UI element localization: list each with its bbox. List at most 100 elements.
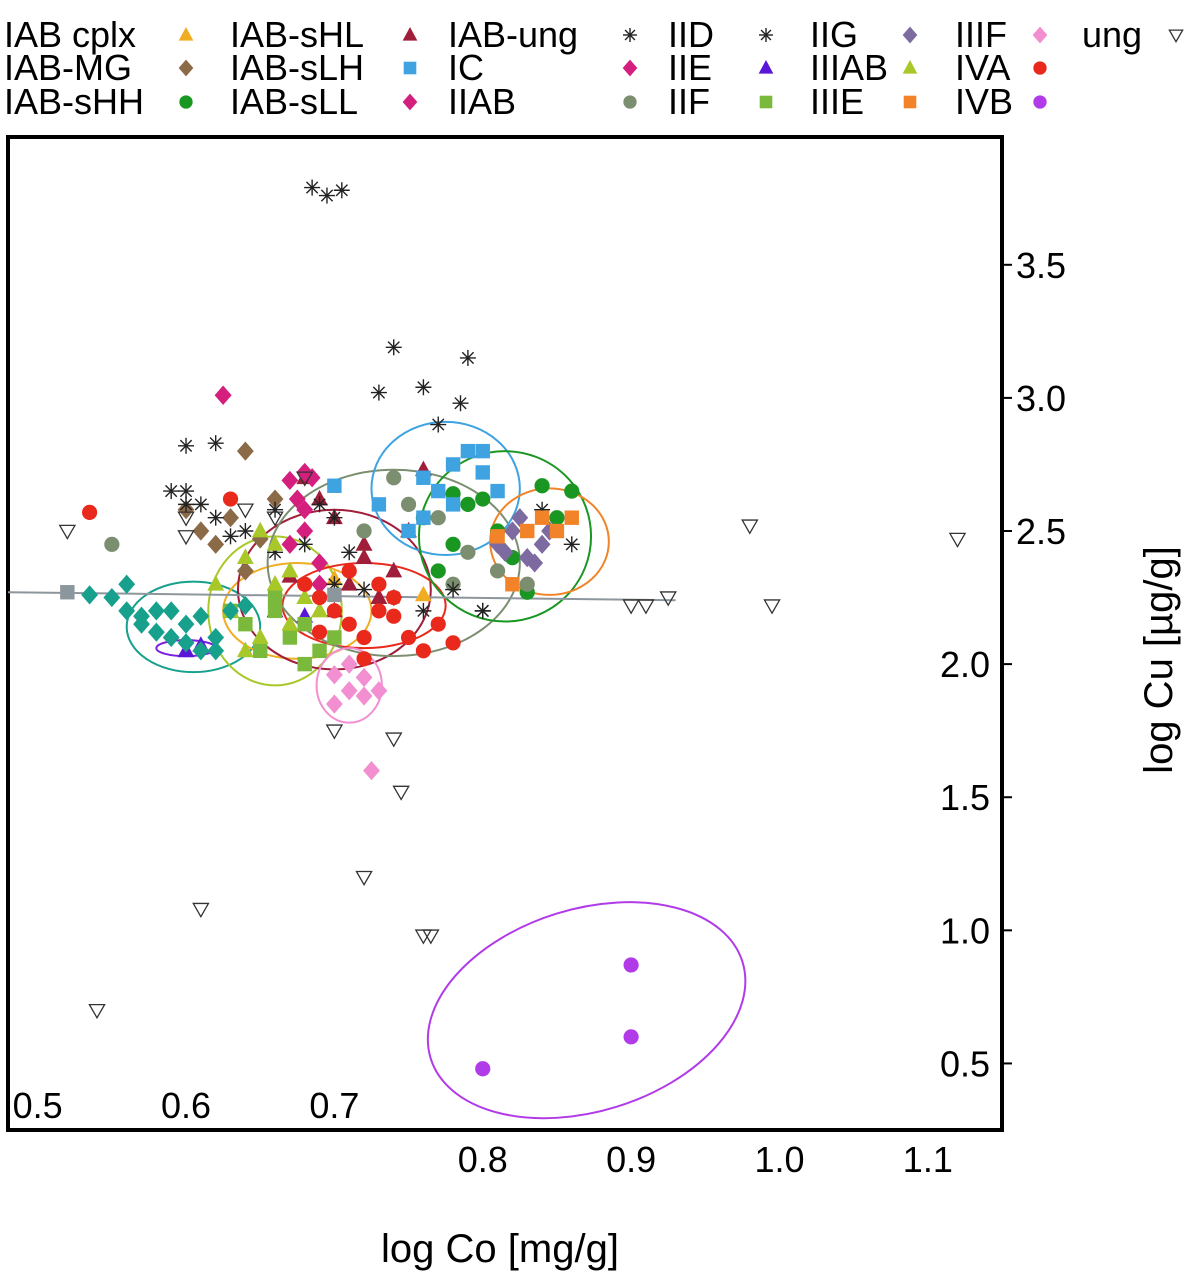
data-point: [415, 585, 432, 602]
data-points: [58, 179, 967, 1077]
data-point: [430, 563, 446, 579]
series-group: [214, 385, 314, 483]
data-point: [207, 575, 225, 591]
data-point: [392, 785, 410, 801]
legend-marker: [622, 59, 638, 77]
data-point: [355, 870, 373, 886]
data-point: [400, 496, 417, 512]
data-point: [251, 628, 269, 644]
legend-marker: [1168, 29, 1184, 43]
data-point: [296, 500, 314, 520]
legend-marker: [179, 95, 193, 109]
x-axis-ticks: 0.5 0.6 0.7 0.8 0.9 1.0 1.1: [13, 1085, 953, 1180]
data-point: [177, 633, 195, 653]
data-point: [295, 471, 314, 487]
confidence-ellipse: [417, 450, 593, 623]
data-point: [534, 478, 550, 494]
legend-marker: [902, 26, 918, 44]
data-point: [311, 624, 328, 640]
data-point: [386, 608, 402, 624]
data-point: [177, 614, 195, 634]
data-point: [207, 627, 225, 648]
data-point: [363, 761, 380, 781]
legend-marker: [178, 59, 194, 77]
data-point: [452, 395, 469, 412]
data-point: [637, 599, 655, 615]
data-point: [192, 496, 209, 513]
series-group: [214, 385, 328, 594]
data-point: [520, 523, 535, 539]
data-point: [763, 599, 781, 615]
data-point: [192, 521, 210, 541]
data-point: [311, 553, 328, 573]
legend-label: IID: [668, 14, 714, 55]
data-point: [460, 443, 476, 459]
data-point: [385, 561, 403, 578]
data-point: [207, 509, 224, 526]
legend-label: IC: [448, 47, 484, 88]
data-point: [327, 630, 342, 645]
data-point: [431, 483, 446, 499]
data-point: [266, 575, 284, 591]
data-point: [340, 681, 358, 701]
data-point: [311, 574, 328, 594]
data-point: [415, 379, 432, 396]
legend-marker: [1032, 26, 1048, 44]
data-point: [519, 576, 535, 592]
data-point: [475, 465, 490, 480]
data-point: [533, 534, 551, 554]
data-point: [564, 483, 580, 499]
confidence-ellipses: [125, 420, 747, 1120]
data-point: [222, 601, 239, 621]
data-point: [333, 182, 350, 199]
x-tick-label: 0.7: [309, 1085, 359, 1126]
data-point: [318, 187, 335, 204]
data-point: [236, 595, 254, 616]
data-point: [147, 622, 165, 642]
data-point: [88, 1003, 106, 1020]
data-point: [370, 384, 387, 401]
data-point: [296, 521, 314, 541]
data-point: [356, 629, 372, 646]
data-point: [401, 523, 416, 539]
data-point: [385, 732, 403, 748]
data-point: [192, 902, 210, 918]
data-point: [297, 656, 312, 672]
data-point: [371, 603, 387, 619]
data-point: [118, 601, 136, 621]
data-point: [490, 529, 505, 544]
data-point: [430, 416, 447, 433]
data-point: [296, 588, 314, 604]
legend-label: IIIAB: [810, 47, 888, 88]
legend-label: IAB-sHL: [230, 14, 364, 55]
data-point: [371, 576, 387, 592]
data-point: [236, 503, 255, 519]
data-point: [177, 511, 195, 527]
data-point: [475, 1061, 491, 1077]
legend-label: IIE: [668, 47, 712, 88]
data-point: [326, 603, 342, 619]
data-point: [251, 521, 269, 538]
legend-marker: [1033, 61, 1047, 75]
data-point: [162, 601, 180, 621]
data-point: [370, 588, 388, 604]
data-point: [162, 627, 180, 648]
data-point: [281, 534, 299, 554]
legend-label: IAB-sLH: [230, 47, 364, 88]
data-point: [311, 589, 328, 606]
data-point: [207, 534, 225, 554]
data-point: [267, 590, 283, 605]
y-axis-title: log Cu [µg/g]: [1137, 546, 1181, 774]
data-point: [236, 561, 254, 581]
x-tick-label: 0.8: [458, 1139, 508, 1180]
confidence-ellipse: [370, 420, 521, 556]
series-group: [58, 471, 967, 1020]
data-point: [386, 589, 402, 606]
data-point: [222, 508, 239, 528]
legend-label: IIIE: [810, 81, 864, 122]
data-point: [489, 534, 506, 554]
data-point: [459, 349, 476, 366]
data-point: [445, 457, 461, 472]
data-point: [297, 616, 312, 632]
y-tick-label: 2.0: [940, 644, 990, 685]
